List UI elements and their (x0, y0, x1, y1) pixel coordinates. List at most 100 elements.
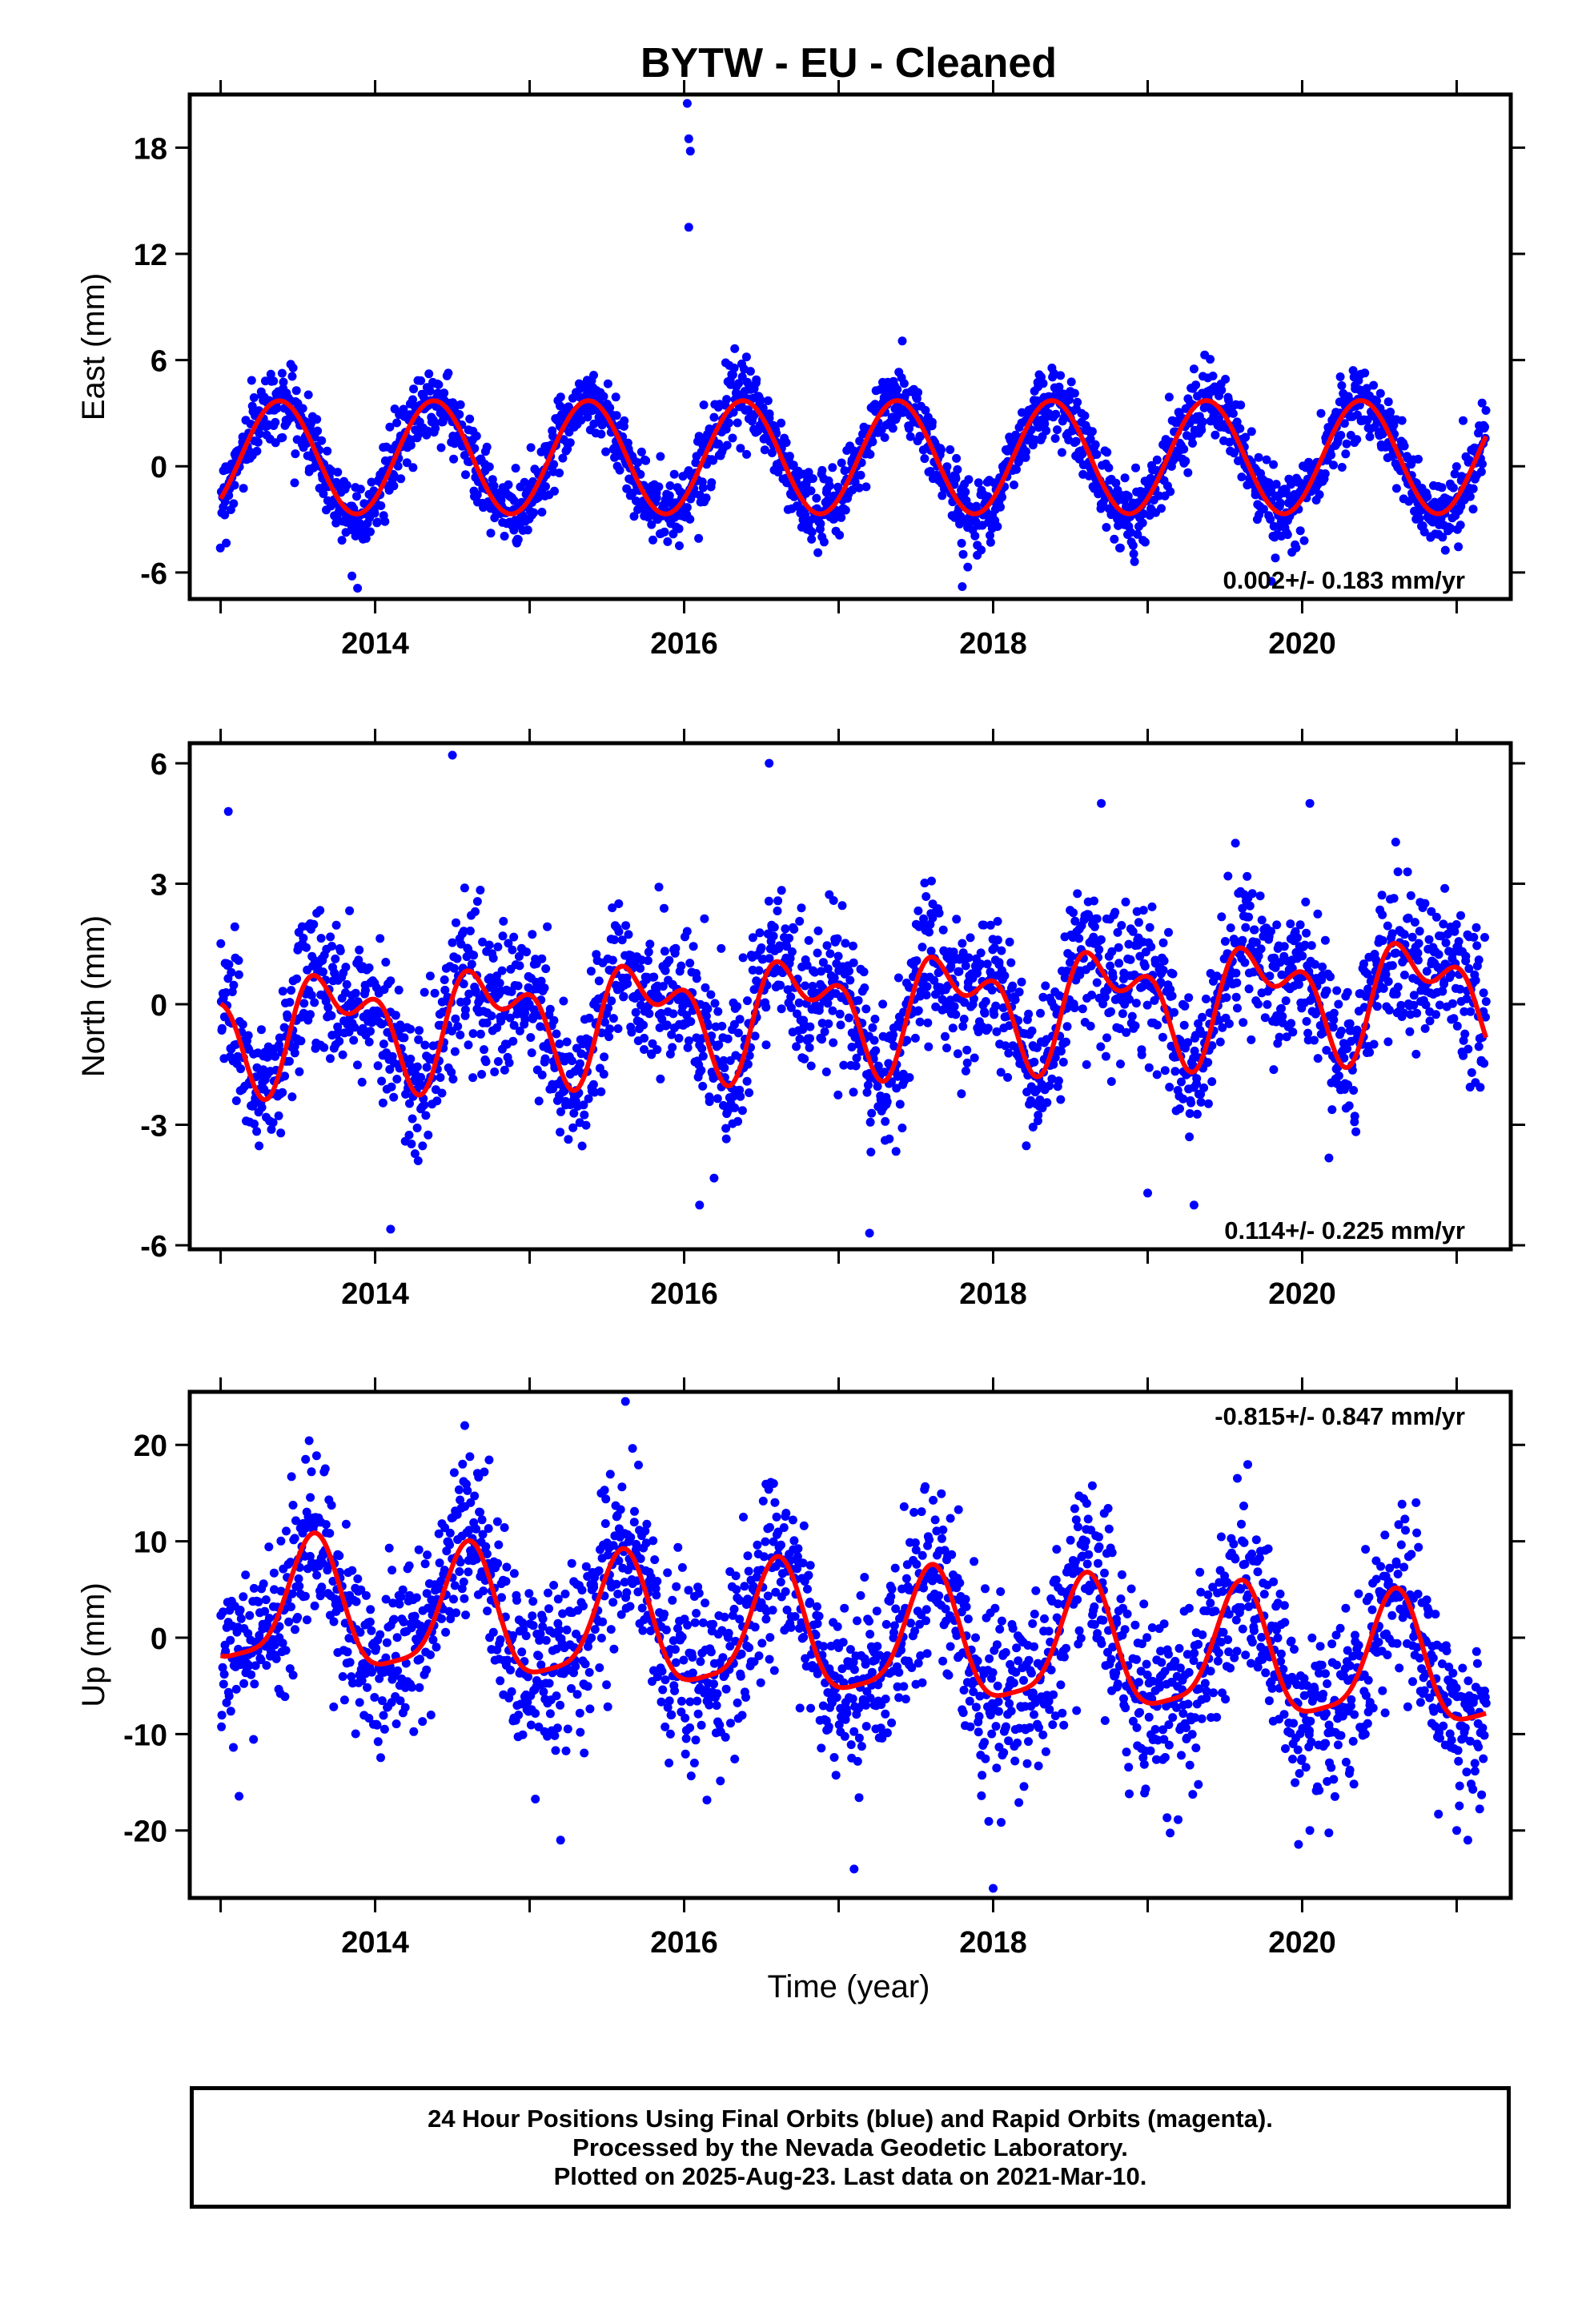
data-point (899, 379, 909, 388)
data-point (426, 1650, 435, 1659)
data-point (1184, 993, 1194, 1003)
data-point (698, 1081, 708, 1091)
data-point (735, 1015, 745, 1024)
data-point (1425, 1016, 1435, 1026)
data-point (243, 1031, 253, 1040)
data-point (1468, 505, 1478, 514)
data-point (1138, 906, 1148, 915)
data-point (345, 1658, 355, 1667)
data-point (1389, 894, 1399, 903)
data-point (349, 1035, 359, 1045)
data-point (1449, 1014, 1459, 1023)
data-point (1465, 492, 1475, 501)
data-point (717, 1021, 727, 1031)
data-point (1363, 969, 1372, 979)
data-point (341, 963, 351, 972)
data-point (481, 1542, 491, 1551)
data-point (867, 1108, 877, 1118)
data-point (249, 393, 259, 402)
data-point (963, 562, 973, 572)
data-point (671, 943, 681, 953)
data-point (748, 965, 757, 975)
data-point (742, 449, 752, 459)
data-point (357, 1077, 367, 1087)
data-point (528, 1012, 538, 1022)
data-point (640, 1033, 649, 1043)
data-point (394, 985, 404, 995)
data-point (1343, 1080, 1352, 1090)
data-point (925, 927, 934, 937)
data-point (1110, 907, 1120, 917)
data-point (665, 491, 674, 501)
data-point (399, 1617, 408, 1626)
data-point (1315, 1021, 1325, 1030)
data-point (713, 1094, 722, 1104)
model-fit-line (219, 940, 1488, 1103)
data-point (694, 533, 704, 543)
data-point (1313, 909, 1323, 919)
data-point (363, 1683, 372, 1692)
data-point (958, 939, 967, 948)
data-point (1243, 871, 1252, 881)
data-point (515, 961, 524, 971)
data-point (829, 973, 839, 983)
data-point (656, 1074, 665, 1084)
data-point (541, 482, 550, 491)
data-point (612, 411, 621, 420)
data-point (873, 1082, 882, 1092)
data-point (829, 896, 838, 905)
data-point (492, 1023, 502, 1032)
data-point (905, 432, 915, 441)
data-point (460, 883, 469, 893)
data-point (499, 916, 508, 926)
data-point (449, 1468, 459, 1478)
data-point (717, 943, 726, 953)
data-point (1030, 1057, 1039, 1067)
data-point (627, 1027, 636, 1037)
data-points (216, 1397, 1491, 1893)
data-point (1158, 938, 1168, 947)
data-point (1379, 983, 1388, 993)
data-point (558, 453, 568, 463)
data-point (1138, 518, 1147, 528)
data-point (1192, 1074, 1202, 1084)
data-point (841, 505, 850, 515)
data-point (765, 758, 774, 768)
data-point (1142, 1000, 1152, 1010)
data-point (910, 1033, 920, 1043)
data-point (837, 513, 846, 522)
data-point (824, 1019, 833, 1028)
data-point (1192, 1109, 1202, 1119)
data-point (775, 941, 785, 951)
data-point (1477, 398, 1487, 408)
data-point (490, 1068, 500, 1076)
data-point (301, 1523, 311, 1533)
data-point (503, 1655, 512, 1665)
data-point (465, 927, 475, 935)
data-point (1082, 1059, 1091, 1069)
data-point (1247, 1035, 1256, 1044)
data-point (342, 480, 351, 490)
data-point (1424, 935, 1434, 944)
data-point (639, 1020, 648, 1030)
data-point (714, 1040, 724, 1050)
data-point (287, 372, 297, 381)
data-point (730, 344, 740, 353)
data-point (550, 486, 559, 496)
data-point (1130, 557, 1139, 566)
data-point (227, 459, 236, 468)
data-point (282, 1526, 291, 1536)
data-point (580, 1110, 589, 1120)
data-point (1313, 1054, 1323, 1063)
data-point (309, 919, 319, 929)
data-point (492, 1517, 502, 1526)
data-point (1329, 1008, 1339, 1018)
data-point (946, 445, 955, 454)
plot-frame (187, 741, 1513, 1252)
data-point (1415, 927, 1424, 936)
data-point (1189, 364, 1199, 374)
data-point (658, 982, 668, 991)
data-point (1337, 1026, 1346, 1035)
data-point (231, 1096, 241, 1105)
